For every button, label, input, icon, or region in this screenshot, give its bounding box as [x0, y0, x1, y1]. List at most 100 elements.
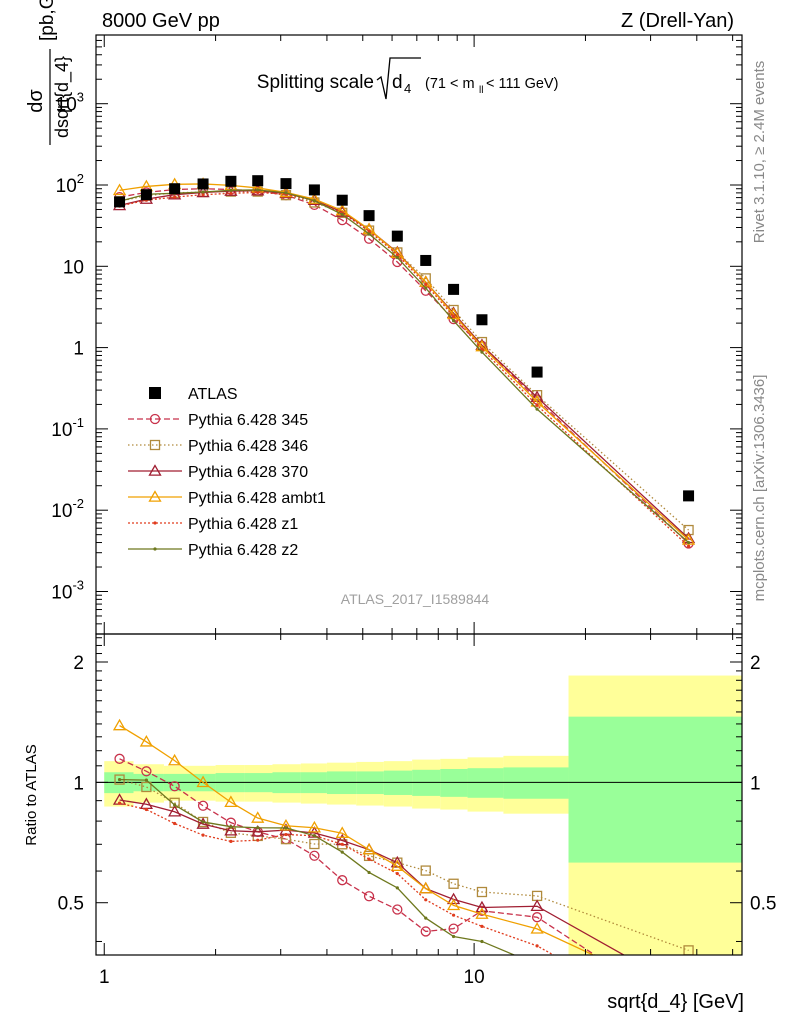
y-label-numerator: dσ [25, 89, 47, 113]
triangle-marker [307, 820, 322, 833]
series-line-ratio-2 [119, 799, 626, 955]
legend-entry: Pythia 6.428 ambt1 [128, 490, 326, 507]
legend-label: Pythia 6.428 ambt1 [188, 490, 326, 507]
top-y-axis-label: dσ dsqrt{d_4} [pb,GeV -1 ] [25, 0, 73, 145]
series-line-top-2 [119, 190, 689, 539]
dot-marker [144, 807, 148, 812]
inner-band-bin [467, 768, 504, 798]
triangle-marker [139, 734, 154, 747]
inner-band-bin [568, 716, 742, 863]
y-tick-exponent: -2 [72, 496, 84, 511]
dot-marker [117, 777, 122, 782]
y-tick-label-top: 10 [63, 257, 84, 278]
series-line-top-4 [119, 191, 689, 547]
y-tick-label-top: 10-2 [51, 496, 84, 522]
y-tick-exponent: 3 [77, 90, 84, 105]
y-tick-label-top: 1 [73, 339, 84, 360]
circle-marker [531, 912, 543, 923]
triangle-marker [112, 718, 127, 731]
legend-label: Pythia 6.428 346 [188, 438, 308, 455]
triangle-marker [112, 183, 127, 196]
y-tick-base: 10 [63, 257, 84, 278]
atlas-data-point [336, 194, 348, 206]
triangle-marker [362, 842, 376, 855]
ratio-panel-series [112, 718, 694, 966]
sqrt-symbol [376, 57, 421, 100]
dot-marker [256, 826, 260, 830]
triangle-marker [224, 823, 238, 836]
series-line-top-5 [119, 189, 689, 544]
legend-label: Pythia 6.428 z1 [188, 516, 298, 533]
title-root-subscript: 4 [404, 81, 411, 96]
series-line-ratio-0 [119, 758, 597, 955]
circle-marker [197, 800, 209, 811]
ratio-y-axis-label: Ratio to ATLAS [23, 744, 40, 845]
square-marker [149, 439, 161, 451]
atlas-data-point [308, 184, 320, 196]
y-tick-label-top: 10-3 [51, 577, 84, 603]
dot-marker [535, 944, 539, 948]
dot-marker [340, 212, 344, 216]
atlas-data-point [391, 230, 403, 242]
legend-label: Pythia 6.428 z2 [188, 542, 298, 559]
title-main: Splitting scale [257, 72, 374, 93]
triangle-marker [390, 859, 404, 871]
dot-marker [340, 842, 344, 846]
x-axis-label: sqrt{d_4} [GeV] [607, 991, 744, 1013]
triangle-marker [196, 775, 210, 788]
header-process-label: Z (Drell-Yan) [621, 10, 734, 32]
legend-entry: Pythia 6.428 z2 [128, 542, 298, 559]
mcplots-source-label: mcplots.cern.ch [arXiv:1306.3436] [751, 375, 768, 602]
series-line-top-3 [119, 183, 689, 541]
y-tick-label-top: 103 [56, 90, 84, 116]
title-range-prefix: (71 < m [425, 76, 475, 92]
y-tick-label-top: 10-1 [51, 415, 84, 441]
y-tick-exponent: -3 [72, 577, 84, 592]
dot-marker [424, 286, 428, 290]
y-tick-exponent: -1 [72, 415, 84, 430]
dot-marker [686, 544, 691, 548]
series-line-top-1 [119, 190, 689, 531]
legend-label: Pythia 6.428 370 [188, 464, 308, 481]
triangle-marker [475, 900, 489, 913]
triangle-marker [168, 804, 182, 817]
atlas-data-point [169, 183, 181, 195]
atlas-data-point [197, 178, 209, 190]
triangle-marker [196, 817, 210, 829]
uncertainty-bands [104, 675, 742, 955]
panel-title: Splitting scale d 4 (71 < m ll < 111 GeV… [257, 57, 558, 100]
dot-marker [201, 833, 205, 837]
dot-marker [229, 188, 233, 192]
y-tick-exponent: 2 [77, 171, 84, 186]
dot-marker [153, 547, 157, 551]
circle-marker [363, 891, 375, 902]
title-range-subscript: ll [479, 85, 483, 96]
series-line-ratio-5 [119, 778, 516, 955]
title-range-suffix: < 111 GeV) [486, 76, 558, 92]
triangle-marker [335, 205, 349, 217]
y-tick-base: 10 [51, 501, 72, 522]
dot-marker [284, 832, 288, 837]
dot-marker [229, 825, 233, 829]
dot-marker [312, 199, 317, 203]
triangle-marker [148, 464, 162, 476]
dot-marker [424, 282, 428, 286]
dot-marker [173, 195, 177, 199]
triangle-marker [446, 898, 461, 911]
atlas-data-point [140, 189, 152, 201]
circle-marker [392, 904, 403, 915]
dot-marker [395, 871, 399, 876]
y-tick-base: 10 [51, 582, 72, 603]
dot-marker [284, 191, 288, 195]
y-label-denominator: dsqrt{d_4} [52, 56, 73, 138]
circle-marker [141, 766, 152, 777]
ratio-panel-frame [95, 633, 743, 956]
dot-marker [312, 834, 317, 838]
dot-marker [367, 232, 371, 236]
triangle-marker [224, 795, 238, 808]
square-marker [448, 878, 459, 889]
x-tick-label: 1 [99, 967, 110, 988]
dot-marker [535, 963, 538, 966]
